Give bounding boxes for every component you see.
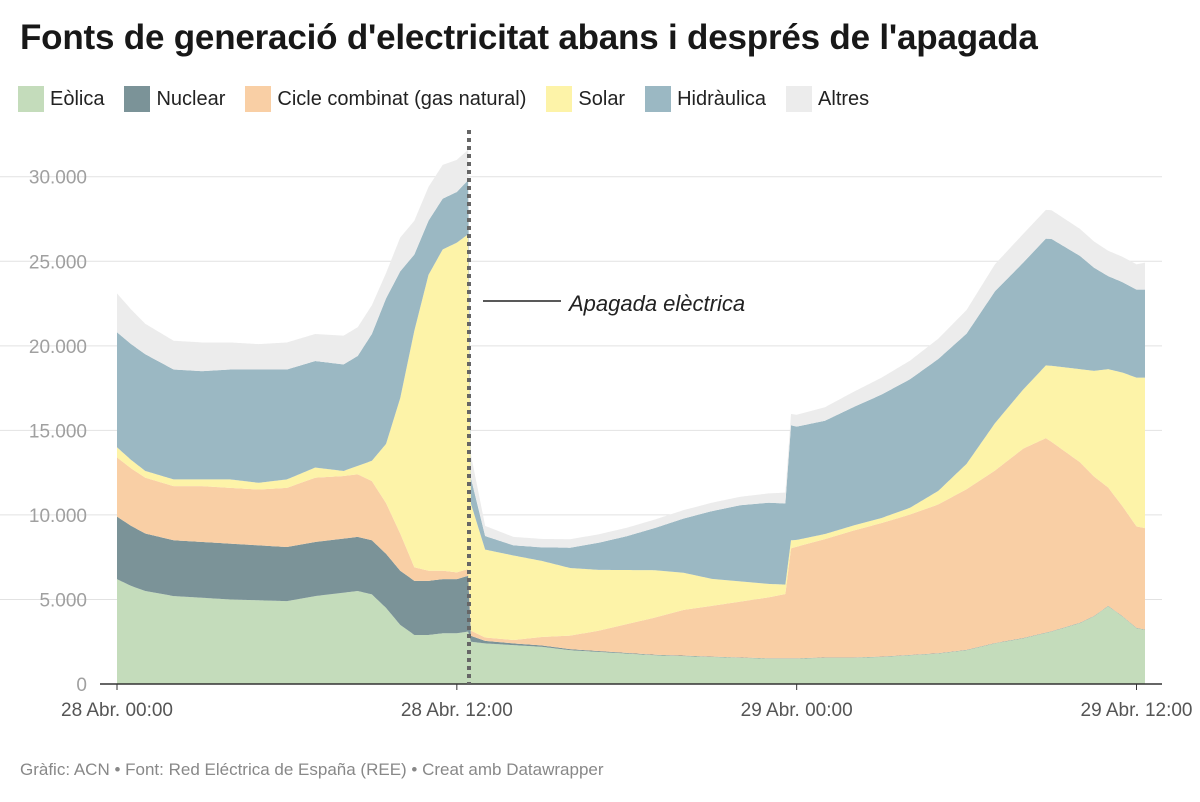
chart-title: Fonts de generació d'electricitat abans … xyxy=(20,18,1038,57)
legend-swatch xyxy=(124,86,151,112)
y-tick-label: 20.000 xyxy=(29,337,87,358)
x-tick-label: 28 Abr. 12:00 xyxy=(401,700,513,721)
y-tick-label: 0 xyxy=(76,675,87,696)
x-tick-label: 28 Abr. 00:00 xyxy=(61,700,173,721)
legend-label: Hidràulica xyxy=(677,87,767,110)
legend-item: Hidràulica xyxy=(645,86,766,112)
legend-item: Cicle combinat (gas natural) xyxy=(245,86,526,112)
chart-footer: Gràfic: ACN • Font: Red Eléctrica de Esp… xyxy=(20,760,604,779)
legend-swatch xyxy=(245,86,272,112)
area-series xyxy=(117,579,1145,684)
x-tick-label: 29 Abr. 12:00 xyxy=(1081,700,1193,721)
legend-label: Solar xyxy=(578,87,626,110)
area-series xyxy=(117,180,1145,585)
legend-swatch xyxy=(645,86,672,112)
legend-item: Eòlica xyxy=(18,86,104,112)
legend-swatch xyxy=(786,86,813,112)
area-chart: 0 5.000 10.000 15.000 20.000 25.000 30.000 28 A… xyxy=(0,130,1193,721)
legend-label: Eòlica xyxy=(50,87,105,110)
y-tick-label: 30.000 xyxy=(29,168,87,189)
legend-swatch xyxy=(18,86,44,112)
y-tick-label: 5.000 xyxy=(39,590,87,611)
legend-item: Nuclear xyxy=(124,86,225,112)
y-tick-label: 15.000 xyxy=(29,421,87,442)
area-series xyxy=(117,438,1145,659)
area-series xyxy=(117,149,1145,548)
y-tick-label: 10.000 xyxy=(29,506,87,527)
legend-label: Cicle combinat (gas natural) xyxy=(277,87,527,110)
area-series xyxy=(117,516,1145,659)
legend-label: Altres xyxy=(818,87,870,110)
legend-item: Solar xyxy=(546,86,625,112)
annotation-label: Apagada elèctrica xyxy=(567,291,745,316)
legend-item: Altres xyxy=(786,86,869,112)
legend-label: Nuclear xyxy=(156,87,226,110)
x-tick-label: 29 Abr. 00:00 xyxy=(741,700,853,721)
y-tick-label: 25.000 xyxy=(29,252,87,273)
chart-legend: Eòlica Nuclear Cicle combinat (gas natural… xyxy=(18,86,889,112)
legend-swatch xyxy=(546,86,573,112)
